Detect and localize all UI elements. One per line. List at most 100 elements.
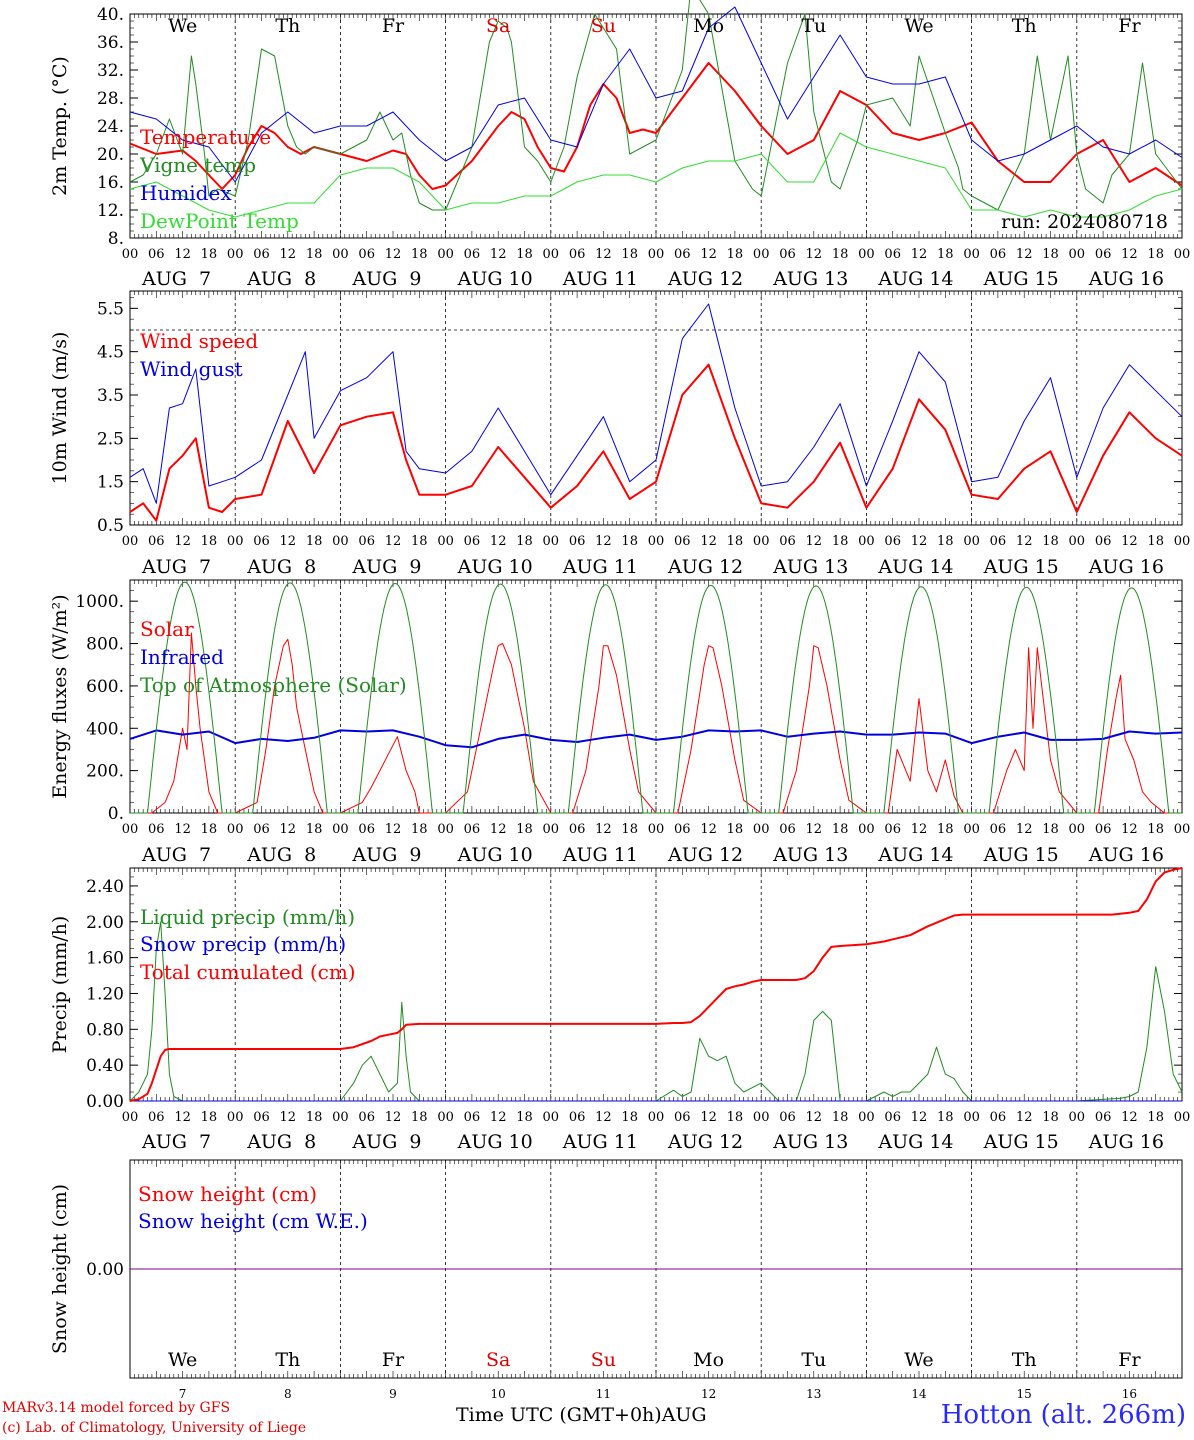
hour-tick-label: 18 — [516, 1110, 533, 1125]
day-footer: Tu — [801, 1349, 826, 1371]
hour-tick-label: 00 — [1174, 534, 1191, 549]
day-header: We — [904, 15, 933, 37]
hour-tick-label: 06 — [148, 1110, 165, 1125]
hour-tick-label: 06 — [779, 822, 796, 837]
hour-tick-label: 12 — [280, 822, 297, 837]
date-label: AUG 11 — [562, 556, 638, 578]
date-label: AUG 15 — [983, 1131, 1059, 1153]
hour-tick-label: 12 — [385, 1110, 402, 1125]
legend-entry: Snow height (cm W.E.) — [138, 1209, 368, 1233]
hour-tick-label: 06 — [990, 822, 1007, 837]
hour-tick-label: 00 — [858, 534, 875, 549]
hour-tick-label: 12 — [700, 534, 717, 549]
hour-tick-label: 00 — [648, 534, 665, 549]
hour-tick-label: 06 — [253, 247, 270, 262]
hour-tick-label: 00 — [963, 534, 980, 549]
hour-tick-label: 12 — [911, 247, 928, 262]
day-footer: Fr — [1118, 1349, 1141, 1371]
hour-tick-label: 18 — [937, 1110, 954, 1125]
hour-tick-label: 12 — [280, 1110, 297, 1125]
y-tick-label: 40. — [97, 5, 124, 25]
hour-tick-label: 00 — [227, 534, 244, 549]
hour-tick-label: 18 — [1147, 822, 1164, 837]
hour-tick-label: 18 — [727, 534, 744, 549]
day-footer: We — [168, 1349, 197, 1371]
hour-tick-label: 18 — [411, 534, 428, 549]
hour-tick-label: 18 — [201, 822, 218, 837]
hour-tick-label: 12 — [700, 1110, 717, 1125]
hour-tick-label: 18 — [727, 247, 744, 262]
date-label: AUG 15 — [983, 268, 1059, 290]
day-number: 14 — [911, 1387, 927, 1401]
hour-tick-label: 06 — [1095, 1110, 1112, 1125]
hour-tick-label: 00 — [858, 1110, 875, 1125]
hour-tick-label: 12 — [1121, 247, 1138, 262]
day-header: Fr — [382, 15, 405, 37]
hour-tick-label: 00 — [437, 822, 454, 837]
hour-tick-label: 12 — [174, 247, 191, 262]
date-label: AUG 13 — [772, 1131, 848, 1153]
day-footer: Th — [275, 1349, 300, 1371]
hour-tick-label: 00 — [332, 822, 349, 837]
hour-tick-label: 12 — [1121, 1110, 1138, 1125]
hour-tick-label: 18 — [201, 534, 218, 549]
y-tick-label: 28. — [97, 89, 124, 109]
y-tick-label: 5.5 — [97, 299, 124, 319]
hour-tick-label: 06 — [674, 1110, 691, 1125]
y-tick-label: 4.5 — [97, 343, 124, 363]
date-label: AUG 14 — [877, 268, 953, 290]
hour-tick-label: 00 — [437, 1110, 454, 1125]
hour-tick-label: 06 — [884, 534, 901, 549]
y-tick-label: 1.60 — [86, 949, 124, 969]
day-number: 15 — [1017, 1387, 1032, 1401]
hour-tick-label: 18 — [201, 247, 218, 262]
hour-tick-label: 12 — [385, 822, 402, 837]
day-number: 12 — [701, 1387, 716, 1401]
hour-tick-label: 00 — [753, 247, 770, 262]
y-tick-label: 0.80 — [86, 1020, 124, 1040]
y-axis-label: Precip (mm/h) — [49, 916, 71, 1054]
legend-entry: Vigne temp — [139, 153, 256, 177]
series-line-liquid-precip-mm-h- — [129, 921, 1183, 1102]
day-footer: Th — [1012, 1349, 1037, 1371]
series-line-total-cumulated-cm- — [129, 867, 1183, 1102]
date-label: AUG 7 — [141, 556, 211, 578]
hour-tick-label: 12 — [280, 247, 297, 262]
hour-tick-label: 06 — [779, 534, 796, 549]
hour-tick-label: 06 — [569, 247, 586, 262]
y-tick-label: 1.5 — [97, 473, 124, 493]
hour-tick-label: 12 — [595, 534, 612, 549]
y-tick-label: 12. — [97, 201, 124, 221]
day-number: 8 — [284, 1387, 292, 1401]
hour-tick-label: 18 — [1042, 534, 1059, 549]
hour-tick-label: 18 — [411, 822, 428, 837]
hour-tick-label: 06 — [358, 247, 375, 262]
hour-tick-label: 06 — [884, 247, 901, 262]
hour-tick-label: 00 — [543, 822, 560, 837]
series-line-temperature — [129, 62, 1183, 190]
hour-tick-label: 12 — [174, 1110, 191, 1125]
hour-tick-label: 12 — [1121, 534, 1138, 549]
hour-tick-label: 00 — [963, 247, 980, 262]
day-header: We — [168, 15, 197, 37]
hour-tick-label: 12 — [911, 534, 928, 549]
hour-tick-label: 00 — [122, 247, 139, 262]
y-tick-label: 400. — [86, 719, 124, 739]
day-header: Tu — [801, 15, 826, 37]
hour-tick-label: 00 — [122, 1110, 139, 1125]
hour-tick-label: 18 — [621, 247, 638, 262]
y-tick-label: 0.5 — [97, 516, 124, 536]
day-header: Fr — [1118, 15, 1141, 37]
hour-tick-label: 18 — [832, 534, 849, 549]
legend-entry: Snow height (cm) — [138, 1182, 317, 1206]
y-tick-label: 24. — [97, 117, 124, 137]
hour-tick-label: 06 — [779, 247, 796, 262]
date-label: AUG 8 — [246, 1131, 316, 1153]
y-tick-label: 2.40 — [86, 877, 124, 897]
legend-entry: Liquid precip (mm/h) — [140, 905, 355, 929]
hour-tick-label: 00 — [753, 534, 770, 549]
legend-entry: Humidex — [140, 181, 232, 205]
hour-tick-label: 06 — [1095, 247, 1112, 262]
hour-tick-label: 18 — [832, 1110, 849, 1125]
series-line-humidex — [129, 6, 1183, 183]
